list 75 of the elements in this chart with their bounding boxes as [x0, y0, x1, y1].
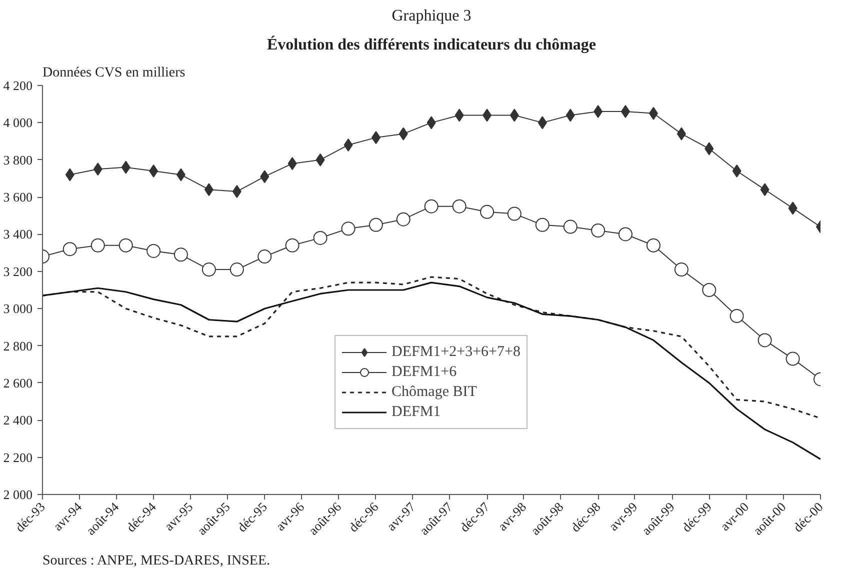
- point: [424, 199, 438, 214]
- y-tick-label: 3 600: [3, 190, 32, 205]
- chart-title: Graphique 3: [392, 8, 472, 24]
- y-tick-label: 3 000: [3, 301, 32, 316]
- y-tick-label: 3 400: [3, 226, 32, 242]
- y-tick-label: 2 000: [3, 487, 32, 502]
- point: [90, 238, 105, 252]
- point: [146, 244, 161, 258]
- point: [704, 142, 714, 156]
- point: [594, 105, 603, 118]
- point: [566, 108, 575, 122]
- point: [426, 116, 436, 130]
- point: [507, 206, 522, 221]
- y-tick-label: 2 400: [3, 412, 32, 428]
- point: [648, 106, 658, 120]
- y-tick-label: 3 800: [3, 152, 32, 168]
- line-series: [42, 282, 820, 460]
- point: [230, 262, 244, 277]
- point: [368, 218, 383, 232]
- point: [202, 262, 216, 277]
- point: [674, 262, 688, 277]
- y-tick-label: 4 200: [3, 78, 32, 93]
- legend-label: DEFM1: [392, 404, 441, 420]
- point: [258, 250, 272, 264]
- point: [676, 127, 686, 140]
- point: [563, 220, 578, 234]
- point: [93, 162, 102, 176]
- point: [535, 218, 550, 232]
- point: [288, 157, 297, 170]
- point: [591, 224, 606, 238]
- point: [371, 131, 380, 144]
- point: [758, 333, 772, 348]
- point: [316, 153, 325, 166]
- point: [702, 283, 716, 297]
- point: [730, 309, 744, 324]
- y-tick-label: 4 000: [3, 115, 32, 130]
- point: [788, 202, 798, 215]
- point: [618, 227, 632, 242]
- point: [260, 170, 270, 184]
- point: [646, 238, 660, 252]
- point: [396, 212, 410, 226]
- point: [149, 164, 158, 178]
- point: [232, 184, 242, 198]
- point: [118, 238, 133, 252]
- point: [344, 138, 353, 152]
- legend-label: DEFM1+6: [392, 364, 457, 380]
- point: [176, 168, 186, 182]
- point: [62, 242, 77, 256]
- point: [760, 183, 770, 196]
- point: [482, 108, 492, 122]
- point: [454, 108, 464, 122]
- y-tick-label: 2 200: [3, 450, 32, 465]
- point: [313, 230, 328, 245]
- point: [620, 105, 630, 118]
- point: [538, 116, 547, 130]
- point: [480, 204, 494, 219]
- point: [285, 238, 300, 252]
- legend-label: Chômage BIT: [392, 384, 477, 400]
- y-tick-label: 3 200: [3, 264, 32, 279]
- point: [204, 183, 214, 196]
- point: [398, 127, 408, 140]
- source-note: Sources : ANPE, MES-DARES, INSEE.: [42, 554, 270, 568]
- point: [452, 199, 466, 214]
- point: [121, 160, 130, 174]
- point: [510, 108, 519, 122]
- y-tick-label: 2 600: [3, 375, 32, 390]
- y-tick-label: 2 800: [3, 338, 32, 354]
- y-axis-title: Données CVS en milliers: [42, 66, 186, 80]
- point: [341, 222, 356, 236]
- legend-label: DEFM1+2+3+6+7+8: [392, 344, 520, 360]
- point: [732, 164, 742, 178]
- point: [786, 352, 800, 366]
- point: [65, 168, 74, 182]
- chart-subtitle: Évolution des différents indicateurs du chômage: [266, 36, 596, 54]
- point: [174, 248, 188, 262]
